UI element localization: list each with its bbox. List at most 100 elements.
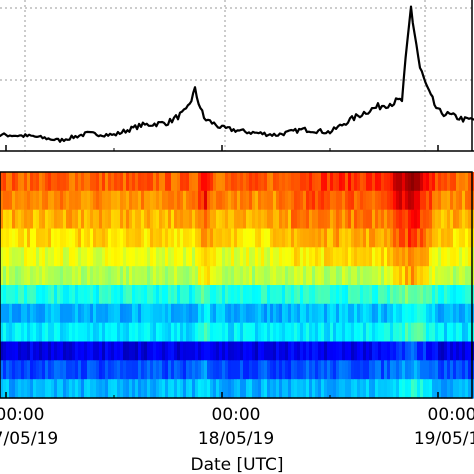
heat-cell xyxy=(207,228,211,248)
heat-cell xyxy=(315,379,319,399)
heat-cell xyxy=(120,379,124,399)
heat-cell xyxy=(447,360,451,380)
heat-cell xyxy=(159,172,163,192)
heat-cell xyxy=(99,266,103,286)
heat-cell xyxy=(135,247,139,267)
heat-cell xyxy=(114,209,118,230)
heat-cell xyxy=(435,341,439,361)
heat-cell xyxy=(132,190,136,211)
heat-cell xyxy=(171,172,175,192)
heat-cell xyxy=(48,322,52,343)
heat-cell xyxy=(381,172,385,192)
heat-cell xyxy=(405,303,409,324)
heat-cell xyxy=(345,247,349,267)
heat-cell xyxy=(267,303,271,324)
heat-cell xyxy=(102,247,106,267)
heat-cell xyxy=(33,379,37,399)
heat-cell xyxy=(231,228,235,248)
heat-cell xyxy=(48,172,52,192)
heat-cell xyxy=(6,209,10,230)
heat-cell xyxy=(78,172,82,192)
heat-cell xyxy=(192,379,196,399)
heat-cell xyxy=(267,266,271,286)
heat-cell xyxy=(318,303,322,324)
heat-cell xyxy=(201,341,205,361)
heat-cell xyxy=(357,228,361,248)
heat-cell xyxy=(336,303,340,324)
heat-cell xyxy=(102,341,106,361)
heat-cell xyxy=(276,360,280,380)
heat-cell xyxy=(333,209,337,230)
heat-cell xyxy=(366,266,370,286)
heat-cell xyxy=(186,379,190,399)
heat-cell xyxy=(114,190,118,211)
heat-cell xyxy=(318,341,322,361)
heat-cell xyxy=(414,228,418,248)
heat-cell xyxy=(99,172,103,192)
heat-cell xyxy=(57,247,61,267)
spectrogram-heatmap xyxy=(0,172,474,399)
heat-cell xyxy=(123,228,127,248)
heat-cell xyxy=(447,379,451,399)
heat-cell xyxy=(336,379,340,399)
heat-cell xyxy=(18,266,22,286)
heat-cell xyxy=(468,303,472,324)
heat-cell xyxy=(231,247,235,267)
heat-cell xyxy=(324,209,328,230)
heat-cell xyxy=(294,247,298,267)
heat-cell xyxy=(228,285,232,305)
heat-cell xyxy=(465,247,469,267)
heat-cell xyxy=(339,266,343,286)
heat-cell xyxy=(381,266,385,286)
heat-cell xyxy=(189,172,193,192)
heat-cell xyxy=(294,379,298,399)
heat-cell xyxy=(372,360,376,380)
heat-cell xyxy=(0,379,4,399)
heat-cell xyxy=(42,266,46,286)
heat-cell xyxy=(96,360,100,380)
heat-cell xyxy=(84,172,88,192)
heat-cell xyxy=(444,190,448,211)
heat-cell xyxy=(204,266,208,286)
heat-cell xyxy=(57,266,61,286)
heat-cell xyxy=(456,190,460,211)
heat-cell xyxy=(9,360,13,380)
heat-cell xyxy=(330,360,334,380)
heat-cell xyxy=(465,190,469,211)
heat-cell xyxy=(228,228,232,248)
x-tick-date-0: 17/05/19 xyxy=(0,429,58,449)
heat-cell xyxy=(258,247,262,267)
heat-cell xyxy=(270,341,274,361)
heat-cell xyxy=(276,247,280,267)
heat-cell xyxy=(426,172,430,192)
heat-cell xyxy=(171,209,175,230)
heat-cell xyxy=(333,228,337,248)
heat-cell xyxy=(261,285,265,305)
heat-cell xyxy=(273,303,277,324)
heat-cell xyxy=(72,172,76,192)
heat-cell xyxy=(60,341,64,361)
heat-cell xyxy=(309,172,313,192)
heat-cell xyxy=(408,190,412,211)
heat-cell xyxy=(84,360,88,380)
heat-cell xyxy=(357,172,361,192)
heat-cell xyxy=(207,341,211,361)
heat-cell xyxy=(45,322,49,343)
heat-cell xyxy=(273,228,277,248)
heat-cell xyxy=(135,379,139,399)
heat-cell xyxy=(381,190,385,211)
heat-cell xyxy=(114,247,118,267)
heat-cell xyxy=(159,303,163,324)
heat-cell xyxy=(279,341,283,361)
heat-cell xyxy=(321,360,325,380)
heat-cell xyxy=(150,228,154,248)
heat-cell xyxy=(324,379,328,399)
heat-cell xyxy=(432,341,436,361)
heat-cell xyxy=(276,341,280,361)
x-tick-date-2: 19/05/19 xyxy=(414,429,474,449)
heat-cell xyxy=(375,303,379,324)
heat-cell xyxy=(387,266,391,286)
heat-cell xyxy=(150,247,154,267)
heat-cell xyxy=(465,228,469,248)
heat-cell xyxy=(183,172,187,192)
